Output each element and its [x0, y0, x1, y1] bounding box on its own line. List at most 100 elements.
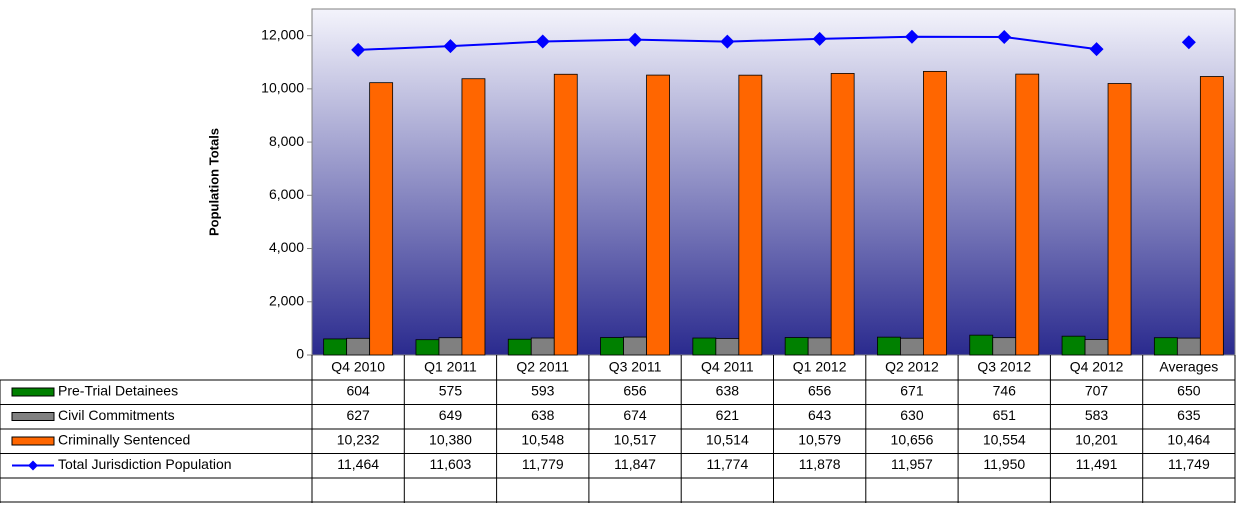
x-tick-label: Averages [1159, 359, 1218, 375]
table-value: 11,603 [430, 456, 472, 472]
table-value: 10,201 [1075, 432, 1118, 448]
bar [415, 339, 440, 356]
table-value: 621 [716, 407, 740, 423]
marker [1089, 42, 1104, 57]
x-tick-label: Q2 2011 [516, 359, 569, 375]
bar [507, 338, 532, 356]
table-value: 11,847 [614, 456, 656, 472]
bar [1153, 337, 1178, 356]
table-value: 11,464 [337, 456, 379, 472]
legend-swatch [28, 460, 38, 471]
x-tick-label: Q2 2012 [885, 359, 939, 375]
bar [369, 82, 394, 356]
legend-label: Pre-Trial Detainees [58, 383, 178, 399]
x-tick-label: Q4 2012 [1070, 359, 1124, 375]
bar [1107, 83, 1132, 356]
table-value: 10,656 [891, 432, 934, 448]
table-value: 10,514 [706, 432, 749, 448]
table-value: 11,749 [1168, 456, 1210, 472]
bar [900, 337, 924, 356]
table-value: 671 [900, 383, 924, 399]
y-tick-label: 4,000 [269, 239, 304, 255]
bar [992, 337, 1017, 356]
table-value: 11,957 [891, 456, 933, 472]
bar [1084, 339, 1109, 356]
table-value: 583 [1085, 407, 1109, 423]
legend-swatch [11, 412, 55, 421]
table-value: 656 [623, 383, 647, 399]
bar [553, 73, 578, 356]
legend-label: Civil Commitments [58, 407, 175, 423]
table-value: 593 [531, 383, 555, 399]
x-tick-label: Q4 2010 [331, 359, 385, 375]
legend-swatch [11, 387, 55, 397]
bar [1176, 337, 1201, 356]
plot-area [311, 8, 1236, 356]
y-tick-label: 6,000 [269, 186, 304, 202]
bar [323, 338, 348, 356]
y-axis-label: Population Totals [206, 128, 221, 236]
bar [1061, 335, 1086, 356]
table-value: 10,464 [1167, 432, 1210, 448]
bar [830, 73, 855, 356]
table-value: 651 [993, 407, 1017, 423]
x-tick-label: Q4 2011 [701, 359, 754, 375]
y-tick-label: 8,000 [269, 133, 304, 149]
bar [600, 337, 624, 356]
bar [530, 337, 555, 356]
table-value: 11,491 [1076, 456, 1118, 472]
table-value: 656 [808, 383, 832, 399]
table-value: 11,779 [522, 456, 564, 472]
legend-label: Total Jurisdiction Population [58, 456, 232, 472]
x-tick-label: Q3 2011 [609, 359, 662, 375]
table-value: 638 [531, 407, 555, 423]
marker [1181, 35, 1196, 50]
table-value: 674 [623, 407, 647, 423]
table-value: 707 [1085, 383, 1109, 399]
bar [461, 78, 486, 356]
x-tick-label: Q1 2011 [424, 359, 477, 375]
bar [738, 74, 763, 356]
table-value: 11,774 [706, 456, 748, 472]
table-value: 10,517 [614, 432, 657, 448]
bar [807, 337, 832, 356]
table-value: 627 [346, 407, 370, 423]
table-value: 604 [346, 383, 370, 399]
y-tick-label: 10,000 [261, 80, 304, 96]
marker [535, 34, 550, 49]
bar [715, 338, 740, 356]
table-value: 11,878 [799, 456, 841, 472]
bar [923, 70, 947, 356]
bar [1015, 73, 1040, 356]
marker [628, 32, 643, 47]
table-value: 638 [716, 383, 740, 399]
table-value: 746 [993, 383, 1017, 399]
y-tick-label: 2,000 [269, 292, 304, 308]
bar [877, 336, 901, 356]
bar [692, 337, 717, 356]
marker [997, 29, 1012, 44]
y-tick-label: 0 [296, 346, 304, 362]
table-value: 10,380 [429, 432, 472, 448]
bar [646, 74, 670, 356]
bar [1199, 76, 1224, 356]
y-tick-label: 12,000 [261, 26, 304, 42]
marker [720, 34, 735, 49]
legend-swatch [11, 436, 55, 446]
table-value: 10,554 [983, 432, 1026, 448]
table-value: 643 [808, 407, 832, 423]
table-value: 10,232 [337, 432, 380, 448]
table-value: 11,950 [983, 456, 1025, 472]
table-value: 630 [900, 407, 924, 423]
x-tick-label: Q3 2012 [977, 359, 1031, 375]
table-value: 649 [439, 407, 463, 423]
table-value: 635 [1177, 407, 1201, 423]
table-value: 10,548 [521, 432, 564, 448]
table-value: 575 [439, 383, 463, 399]
marker [904, 29, 919, 44]
bar [969, 334, 994, 356]
table-value: 650 [1177, 383, 1201, 399]
marker [351, 42, 366, 57]
